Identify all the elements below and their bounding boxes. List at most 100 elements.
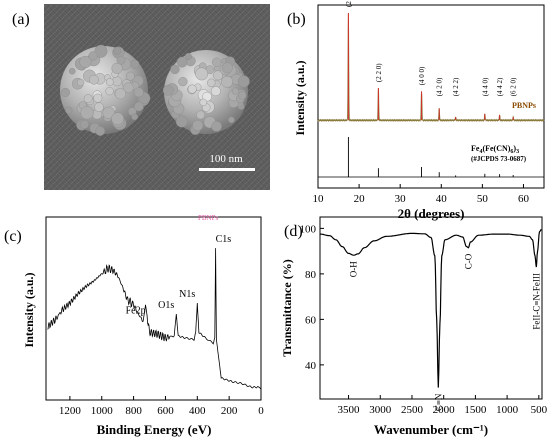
- surface-bump: [195, 67, 209, 81]
- xrd-x-tick-label: 10: [313, 193, 325, 205]
- panel-c: (c) 1200 1000 800 600 400 200 0 C1s N1s O1s Fe2p P…: [4, 214, 264, 437]
- xps-y-axis-label: Intensity (a.u.): [22, 272, 36, 347]
- ftir-x-tick-label: 1500: [464, 404, 487, 416]
- surface-bump: [79, 55, 92, 69]
- surface-bump: [116, 55, 126, 65]
- surface-bump: [184, 52, 192, 61]
- surface-bump: [211, 57, 222, 68]
- scale-bar-label: 100 nm: [209, 153, 243, 165]
- xps-peak-label: C1s: [216, 234, 232, 245]
- surface-bump: [113, 46, 122, 55]
- xrd-y-axis-label: Intensity (a.u.): [293, 60, 307, 135]
- surface-bump: [192, 119, 204, 131]
- xrd-peak-label: (4 4 0): [481, 77, 489, 96]
- ftir-plot-frame: [319, 216, 543, 400]
- surface-bump: [175, 115, 188, 128]
- surface-bump: [79, 119, 89, 129]
- xps-series-label: PBNPs: [198, 214, 219, 222]
- scale-bar: [199, 168, 255, 171]
- panel-b: (b) 10 20 30 40 50 60 (2 0 0) (2 2 0) (4 0 0) (4 …: [287, 0, 545, 221]
- ftir-x-tick-label: 2500: [401, 404, 424, 416]
- surface-bump: [178, 77, 188, 87]
- surface-bump: [231, 87, 239, 95]
- xps-spectrum: [47, 248, 262, 390]
- panel-d-label: (d): [284, 223, 303, 240]
- surface-bump: [105, 87, 114, 96]
- surface-bump: [95, 126, 105, 136]
- surface-bump: [228, 116, 235, 124]
- ftir-y-tick-label: 80: [305, 269, 317, 281]
- surface-bump: [94, 44, 108, 58]
- xrd-x-tick-label: 50: [477, 193, 489, 205]
- ftir-x-tick-label: 3000: [369, 404, 392, 416]
- surface-bump: [125, 71, 135, 81]
- xrd-x-tick-label: 30: [395, 193, 407, 205]
- ftir-band-label: FeII-C≡N-FeIII: [531, 273, 541, 330]
- xrd-series-label: PBNPs: [512, 101, 536, 110]
- xps-x-tick-label: 600: [157, 405, 174, 417]
- surface-bump: [76, 78, 85, 87]
- xrd-peak-label: (2 0 0): [345, 0, 353, 7]
- surface-bump: [111, 112, 124, 126]
- surface-bump: [207, 78, 216, 87]
- ftir-spectrum: [320, 228, 542, 388]
- xrd-peak-label: (4 2 2): [452, 77, 460, 96]
- surface-bump: [68, 67, 76, 75]
- xrd-peak-label: (4 0 0): [418, 66, 426, 85]
- xrd-peak-label: (6 2 0): [510, 77, 518, 96]
- xrd-plot-frame: [317, 4, 545, 189]
- surface-bump: [202, 91, 212, 102]
- surface-bump: [176, 56, 188, 68]
- xps-x-tick-label: 1200: [59, 405, 82, 417]
- surface-bump: [238, 91, 247, 100]
- ftir-x-tick-label: 3500: [338, 404, 361, 416]
- surface-bump: [130, 59, 140, 69]
- xrd-pbnps-pattern: [317, 13, 545, 123]
- xrd-x-axis-label: 2θ (degrees): [398, 206, 465, 221]
- surface-bump: [162, 84, 174, 96]
- xps-peak-label: O1s: [158, 300, 174, 311]
- surface-bump: [211, 121, 222, 132]
- surface-bump: [111, 76, 122, 87]
- surface-bump: [210, 86, 221, 97]
- ftir-y-tick-label: 40: [305, 360, 317, 372]
- xps-x-tick-label: 200: [221, 405, 238, 417]
- surface-bump: [114, 88, 126, 100]
- xrd-peak-label: (2 2 0): [375, 63, 383, 82]
- ftir-band-label: C≡N: [433, 393, 443, 411]
- panel-a: 100 nm (a): [12, 4, 270, 190]
- xrd-x-tick-label: 20: [354, 193, 366, 205]
- surface-bump: [89, 74, 99, 85]
- xps-peak-label: Fe2p: [126, 305, 146, 316]
- surface-bump: [187, 84, 197, 94]
- xps-peak-label: N1s: [179, 289, 195, 300]
- xps-x-tick-label: 1000: [91, 405, 114, 417]
- xrd-reference-jcpds: (#JCPDS 73-0687): [471, 155, 527, 163]
- xps-x-tick-label: 400: [189, 405, 206, 417]
- surface-bump: [221, 75, 233, 88]
- ftir-band-label: O-H: [349, 261, 359, 277]
- particle-right: [162, 50, 250, 135]
- ftir-y-tick-label: 60: [305, 314, 317, 326]
- surface-bump: [170, 64, 180, 75]
- xps-x-tick-label: 800: [125, 405, 142, 417]
- surface-bump: [221, 62, 233, 74]
- surface-bump: [80, 106, 94, 120]
- surface-bump: [83, 94, 93, 104]
- surface-bump: [213, 70, 223, 81]
- ftir-x-axis-label: Wavenumber (cm⁻¹): [374, 422, 488, 437]
- panel-d: (d) 3500 3000 2500 2000 1500 1000 500 40 60 80 100…: [280, 216, 548, 437]
- surface-bump: [111, 62, 123, 74]
- ftir-y-axis-label: Transmittance (%): [280, 259, 294, 356]
- ftir-y-tick-label: 100: [300, 223, 317, 235]
- ftir-band-label: C-O: [463, 253, 473, 269]
- panel-c-label: (c): [4, 228, 22, 245]
- xrd-x-tick-label: 40: [436, 193, 448, 205]
- surface-bump: [199, 98, 207, 107]
- ftir-x-tick-label: 1000: [496, 404, 519, 416]
- xrd-reference-label: Fe4(Fe(CN)6)3: [471, 144, 519, 155]
- surface-bump: [237, 75, 250, 88]
- panel-a-label: (a): [12, 11, 30, 28]
- xps-plot-frame: [45, 216, 262, 401]
